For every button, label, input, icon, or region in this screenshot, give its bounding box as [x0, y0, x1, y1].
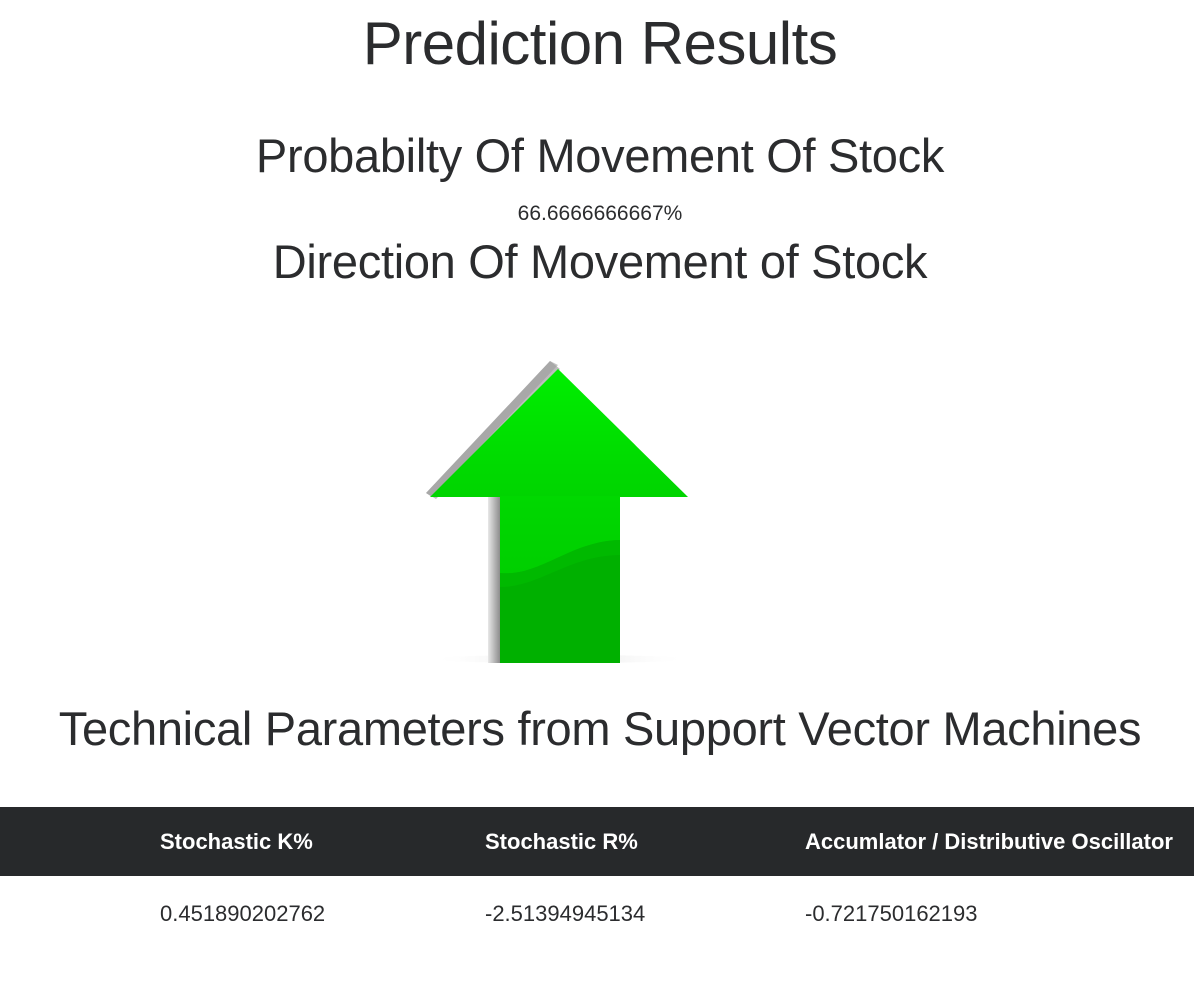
direction-heading: Direction Of Movement of Stock	[272, 235, 928, 288]
probability-value: 66.6666666667%	[517, 202, 683, 225]
table-header-stochastic-k: Stochastic K%	[160, 828, 313, 854]
page-title: Prediction Results	[362, 10, 838, 77]
table-cell-stochastic-r: -2.51394945134	[485, 901, 646, 926]
technical-parameters-heading: Technical Parameters from Support Vector…	[58, 702, 1142, 755]
table-cell-index	[0, 876, 160, 953]
table-header-row: Stochastic K% Stochastic R% Accumlator /…	[0, 807, 1194, 876]
table-header-stochastic-r: Stochastic R%	[485, 828, 638, 854]
technical-parameters-table: Stochastic K% Stochastic R% Accumlator /…	[0, 807, 1194, 953]
table-header-index	[0, 807, 160, 876]
table-header-ad-oscillator: Accumlator / Distributive Oscillator	[805, 828, 1173, 854]
table-cell-stochastic-k: 0.451890202762	[160, 901, 326, 926]
table-row: 0.451890202762 -2.51394945134 -0.7217501…	[0, 876, 1194, 953]
up-arrow-icon	[420, 355, 700, 675]
probability-heading: Probabilty Of Movement Of Stock	[255, 129, 945, 182]
table-cell-ad-oscillator: -0.721750162193	[805, 901, 978, 926]
